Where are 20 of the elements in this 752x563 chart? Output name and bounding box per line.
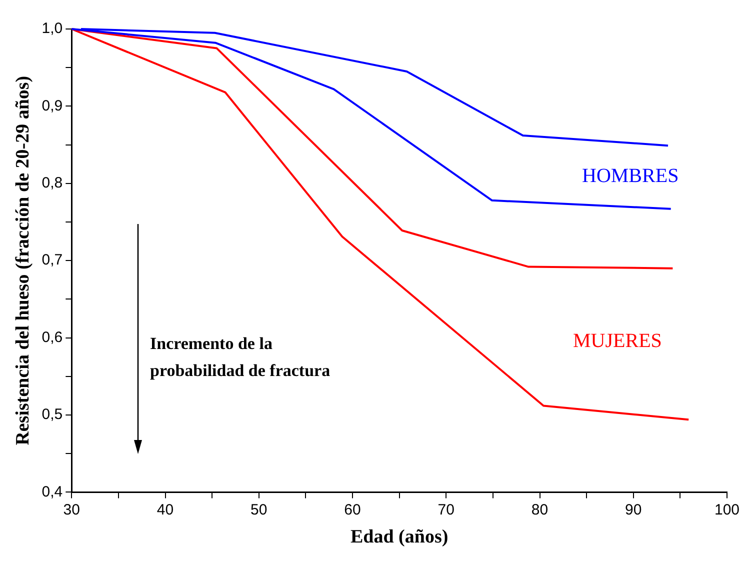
x-tick-label: 60 — [344, 501, 361, 518]
x-tick-label: 100 — [714, 501, 740, 518]
y-tick-label: 0,9 — [42, 97, 63, 114]
annotation: HOMBRES — [582, 165, 679, 188]
x-axis-title: Edad (años) — [350, 526, 448, 548]
annotation: Incremento de la probabilidad de fractura — [150, 333, 332, 382]
x-tick-label: 40 — [156, 501, 174, 518]
y-tick-label: 0,6 — [42, 328, 63, 346]
y-tick-label: 0,7 — [42, 252, 63, 269]
x-tick-label: 30 — [63, 501, 80, 518]
annotation: MUJERES — [573, 330, 662, 353]
x-tick-label: 50 — [250, 501, 268, 518]
y-tick-label: 0,8 — [42, 174, 63, 192]
y-tick-label: 1,0 — [42, 20, 63, 38]
y-tick-label: 0,4 — [42, 483, 63, 500]
x-tick-label: 80 — [531, 501, 548, 518]
y-tick-label: 0,5 — [42, 406, 63, 424]
x-tick-label: 70 — [438, 501, 454, 518]
x-tick-label: 90 — [625, 501, 642, 518]
y-axis-title: Resistencia del hueso (fracción de 20-29 años) — [12, 76, 34, 446]
